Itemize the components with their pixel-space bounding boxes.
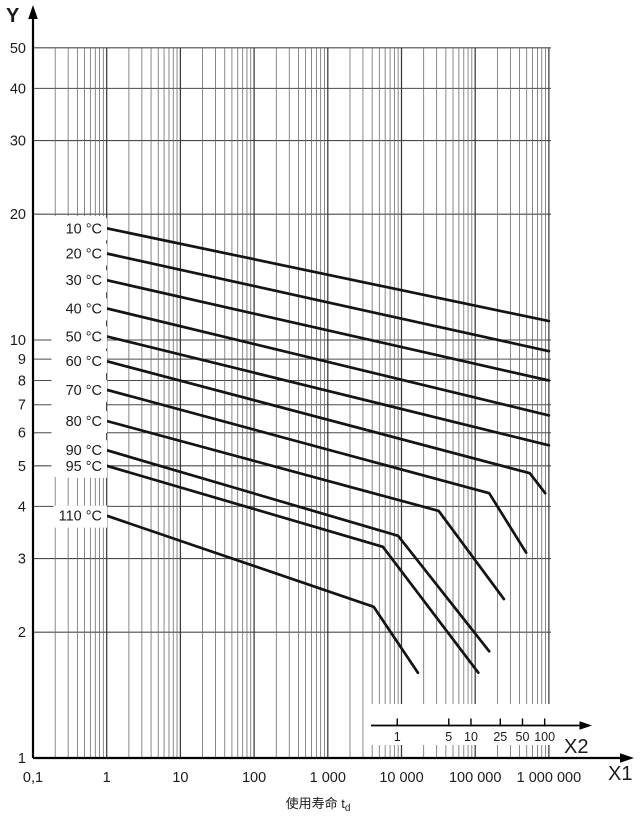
x2-tick-label: 5: [445, 730, 452, 744]
y-tick-label: 10: [10, 333, 26, 349]
curve-70c: [105, 388, 528, 554]
y-tick-label: 2: [18, 625, 26, 641]
x1-tick-label: 100 000: [449, 770, 501, 786]
y-tick-label: 20: [10, 207, 26, 223]
y-tick-label: 40: [10, 81, 26, 97]
y-tick-label: 3: [18, 552, 26, 568]
curve-label-90c: 90 °C: [66, 443, 102, 459]
curve-90c: [105, 448, 491, 653]
y-tick-label: 8: [18, 374, 26, 390]
curve-95c: [105, 464, 480, 675]
x2-axis-arrow: [579, 721, 592, 730]
y-tick-label: 30: [10, 134, 26, 150]
x1-axis-arrow: [620, 753, 634, 763]
curve-label-30c: 30 °C: [66, 273, 102, 289]
y-tick-label: 4: [18, 499, 26, 515]
x2-axis-label: X2: [564, 736, 588, 758]
curve-80c: [105, 419, 506, 601]
x1-axis-label: X1: [608, 763, 632, 785]
x2-tick-label: 100: [534, 730, 555, 744]
curve-30c: [105, 278, 551, 382]
curve-label-mask: [60, 455, 107, 478]
curve-110c: [105, 514, 420, 675]
curve-label-mask: [60, 218, 107, 241]
y-tick-label: 50: [10, 41, 26, 57]
curve-label-mask: [60, 270, 107, 293]
x1-tick-label: 1 000 000: [517, 770, 582, 786]
x2-tick-label: 10: [464, 730, 478, 744]
curve-label-mask: [60, 379, 107, 402]
x-axis-title: 使用寿命 td: [286, 796, 351, 814]
x2-tick-label: 25: [493, 730, 507, 744]
x1-tick-label: 10 000: [379, 770, 423, 786]
x-axis-title-text: 使用寿命 t: [286, 796, 346, 811]
curve-20c: [105, 252, 551, 353]
curve-label-50c: 50 °C: [66, 329, 102, 345]
curve-40c: [105, 307, 551, 417]
curve-label-10c: 10 °C: [66, 221, 102, 237]
y-tick-label: 7: [18, 398, 26, 414]
x1-tick-label: 10: [172, 770, 188, 786]
curve-label-80c: 80 °C: [66, 414, 102, 430]
curve-50c: [105, 335, 551, 447]
x2-tick-label: 50: [516, 730, 530, 744]
curve-label-mask: [60, 243, 107, 266]
x1-tick-label: 0,1: [23, 770, 43, 786]
x1-tick-label: 1: [103, 770, 111, 786]
curve-10c: [105, 226, 551, 323]
x1-tick-label: 100: [242, 770, 266, 786]
curve-60c: [105, 359, 547, 495]
curve-label-mask: [60, 298, 107, 321]
curve-label-40c: 40 °C: [66, 301, 102, 317]
curve-label-60c: 60 °C: [66, 354, 102, 370]
curve-label-70c: 70 °C: [66, 383, 102, 399]
y-tick-label: 5: [18, 459, 26, 475]
curve-label-mask: [60, 326, 107, 349]
curve-label-mask: [53, 505, 107, 528]
curve-label-mask: [60, 411, 107, 434]
y-axis-label: Y: [6, 5, 20, 27]
y-tick-label: 1: [18, 751, 26, 767]
curve-label-mask: [60, 351, 107, 374]
x1-tick-label: 1 000: [310, 770, 346, 786]
x2-tick-label: 1: [394, 730, 401, 744]
y-tick-label: 9: [18, 352, 26, 368]
curve-label-20c: 20 °C: [66, 247, 102, 263]
x-axis-title-subscript: d: [345, 803, 351, 814]
y-axis-arrow: [28, 5, 38, 19]
curve-label-95c: 95 °C: [66, 459, 102, 475]
curve-label-110c: 110 °C: [59, 509, 102, 525]
y-tick-label: 6: [18, 426, 26, 442]
